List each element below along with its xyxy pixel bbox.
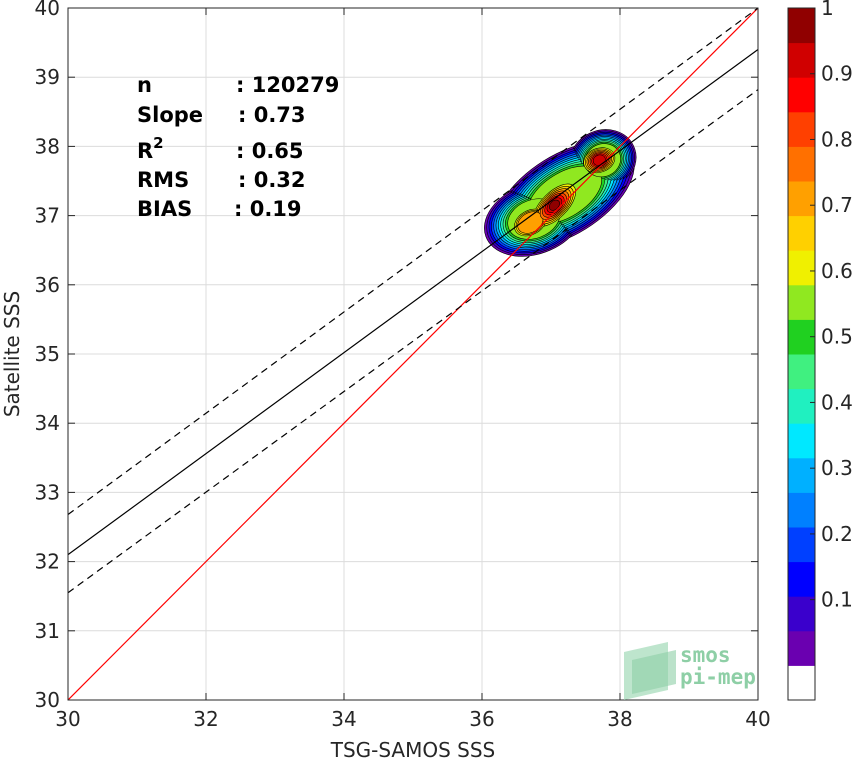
colorbar-swatch <box>788 215 815 251</box>
x-tick-label: 30 <box>55 707 80 731</box>
colorbar-swatch <box>788 284 815 320</box>
colorbar-swatch <box>788 457 815 493</box>
fit-line <box>68 49 758 556</box>
stats-block: n : 120279 Slope : 0.73 R2 : 0.65 RMS : 0.32 BIA… <box>137 73 339 221</box>
stat-label: Slope <box>137 103 203 127</box>
colorbar-swatch <box>788 596 815 632</box>
identity-line <box>68 8 758 700</box>
colorbar-swatch <box>788 181 815 217</box>
stat-value: : 0.73 <box>238 103 306 127</box>
colorbar-swatch <box>788 388 815 424</box>
colorbar-swatch <box>788 665 815 701</box>
stat-label: RMS <box>137 168 189 192</box>
colorbar-tick-label: 0.8 <box>821 127 853 151</box>
stat-label-sup: 2 <box>153 134 163 152</box>
x-tick-label: 32 <box>193 707 218 731</box>
logo-text-line1: smos <box>680 643 731 667</box>
colorbar-tick-label: 0.1 <box>821 588 853 612</box>
x-tick-label: 36 <box>469 707 494 731</box>
stat-value: : 0.19 <box>234 197 302 221</box>
colorbar-tick-label: 0.4 <box>821 390 853 414</box>
colorbar-tick-label: 0.9 <box>821 62 853 86</box>
colorbar-swatch <box>788 146 815 182</box>
y-tick-label: 38 <box>35 134 60 158</box>
stat-label: BIAS <box>137 197 192 221</box>
y-tick-label: 32 <box>35 550 60 574</box>
contour-level <box>548 199 560 211</box>
y-tick-label: 36 <box>35 273 60 297</box>
colorbar-swatch <box>788 492 815 528</box>
colorbar-tick-label: 0.3 <box>821 456 853 480</box>
y-tick-label: 33 <box>35 480 60 504</box>
colorbar-swatch <box>788 561 815 597</box>
colorbar-swatch <box>788 423 815 459</box>
colorbar-swatch <box>788 630 815 666</box>
stat-value: : 120279 <box>236 73 339 97</box>
stat-label: R2 <box>137 134 164 163</box>
stat-value: : 0.32 <box>238 168 306 192</box>
stat-label: n <box>137 73 152 97</box>
colorbar-tick-label: 0.6 <box>821 259 853 283</box>
x-axis-label: TSG-SAMOS SSS <box>330 738 496 762</box>
logo-mark-shape <box>632 650 676 694</box>
colorbar-tick-label: 1 <box>821 0 834 20</box>
y-tick-label: 39 <box>35 65 60 89</box>
logo-text-line2: pi-mep <box>680 665 756 689</box>
colorbar-tick-label: 0.2 <box>821 522 853 546</box>
y-tick-label: 37 <box>35 204 60 228</box>
density-contours <box>484 129 637 257</box>
colorbar-swatch <box>788 354 815 390</box>
colorbar-swatch <box>788 77 815 113</box>
x-tick-label: 38 <box>607 707 632 731</box>
lines <box>68 8 758 700</box>
colorbar-swatch <box>788 111 815 147</box>
fit-upper-line <box>68 8 758 516</box>
colorbar: 0.1 0.2 0.3 0.4 0.5 0.6 0.7 0.8 0.9 1 <box>787 0 853 701</box>
x-tick-label: 40 <box>745 707 770 731</box>
colorbar-swatch <box>788 42 815 78</box>
colorbar-tick-label: 0.5 <box>821 325 853 349</box>
y-tick-label: 31 <box>35 619 60 643</box>
colorbar-swatch <box>788 8 815 44</box>
y-tick-label: 40 <box>35 0 60 20</box>
fit-lower-line <box>68 89 758 594</box>
x-tick-label: 34 <box>331 707 356 731</box>
colorbar-swatch <box>788 527 815 563</box>
colorbar-tick-label: 0.7 <box>821 193 853 217</box>
y-tick-label: 30 <box>35 688 60 712</box>
colorbar-swatch <box>788 250 815 286</box>
y-tick-label: 35 <box>35 342 60 366</box>
y-axis-label: Satellite SSS <box>0 291 24 417</box>
colorbar-frame <box>787 7 816 701</box>
y-tick-label: 34 <box>35 411 60 435</box>
stat-value: : 0.65 <box>236 139 304 163</box>
